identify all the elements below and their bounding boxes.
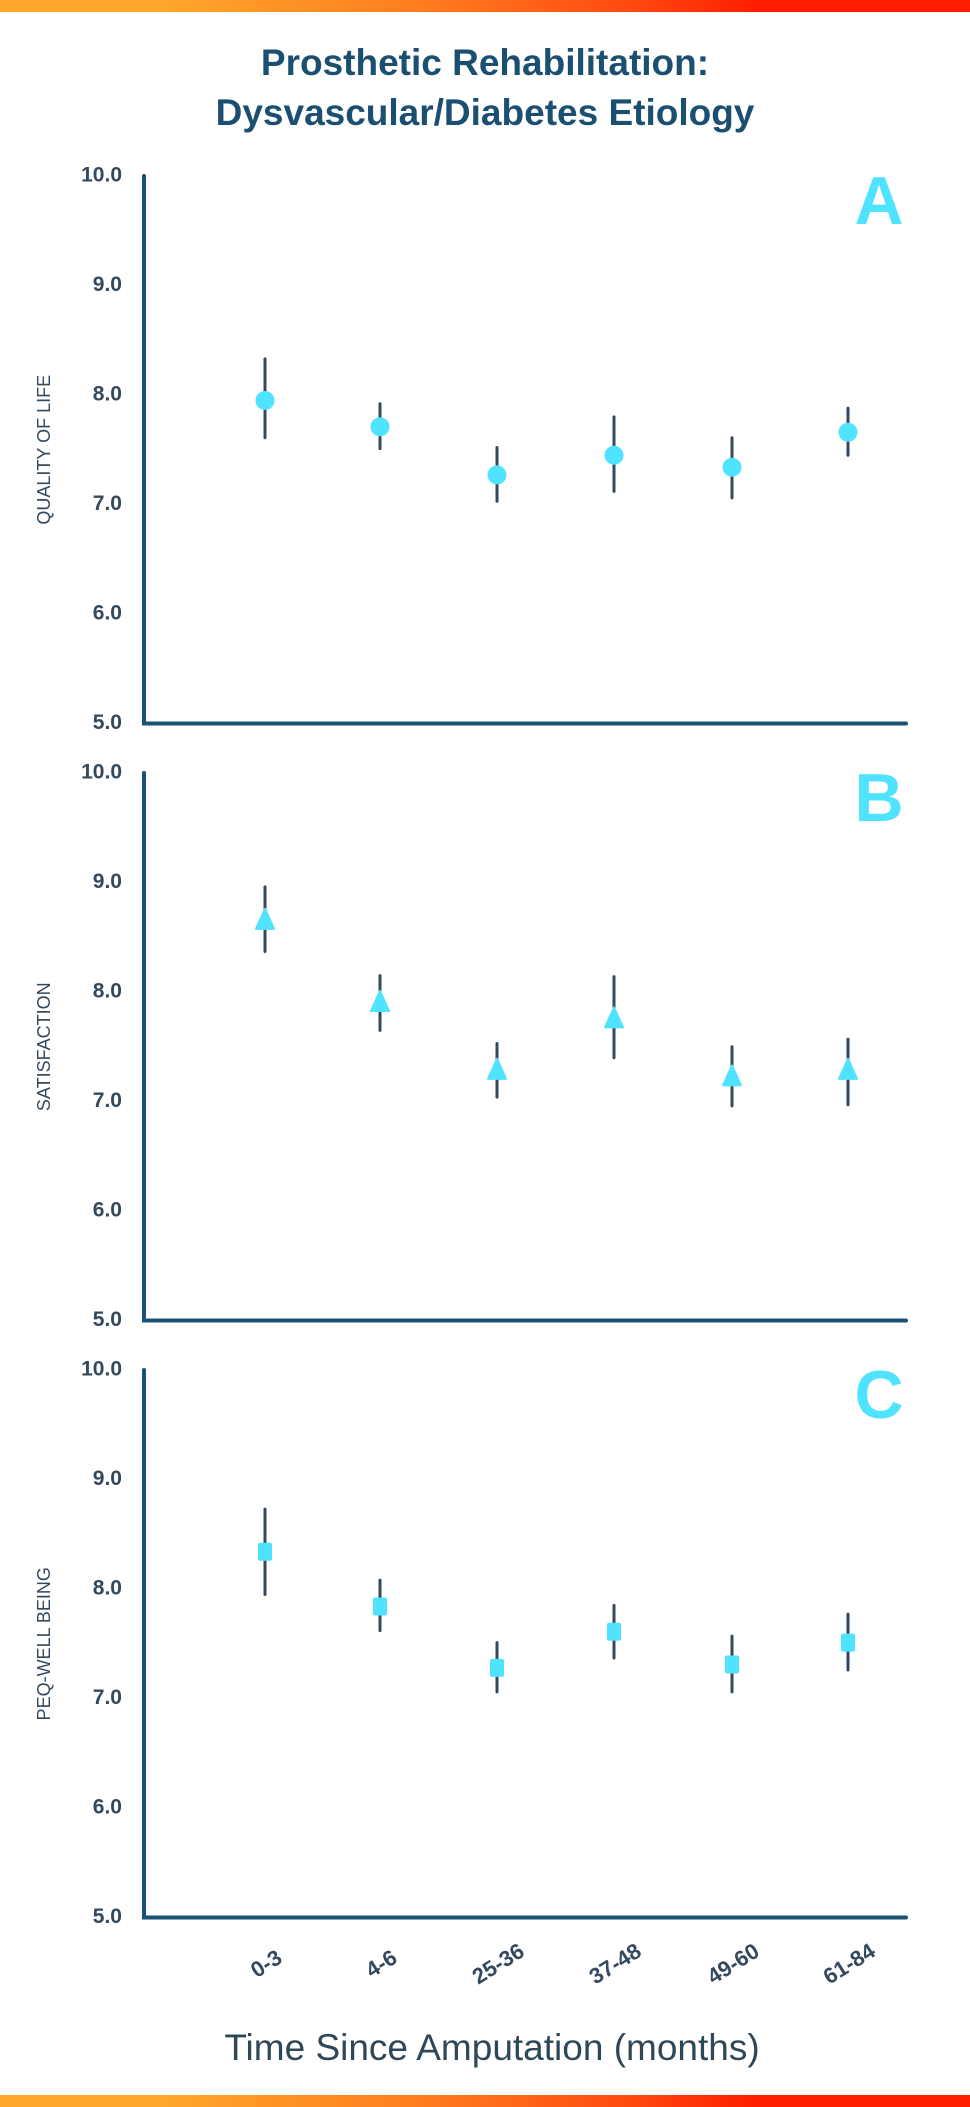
data-point bbox=[722, 436, 742, 500]
bottom-gradient-bar bbox=[0, 2095, 970, 2107]
y-tick-label: 6.0 bbox=[93, 602, 122, 625]
square-marker bbox=[725, 1655, 739, 1674]
top-gradient-bar bbox=[0, 0, 970, 12]
y-tick-label: 5.0 bbox=[93, 1308, 122, 1331]
data-point bbox=[370, 974, 390, 1032]
circle-marker bbox=[487, 465, 507, 485]
square-marker bbox=[841, 1633, 855, 1652]
data-point bbox=[604, 975, 624, 1060]
square-marker bbox=[607, 1622, 621, 1641]
axis-lines bbox=[142, 771, 908, 1323]
chart-title: Prosthetic Rehabilitation: Dysvascular/D… bbox=[0, 38, 970, 138]
data-point bbox=[487, 446, 507, 503]
x-tick-label: 0-3 bbox=[246, 1945, 286, 1983]
data-point bbox=[490, 1641, 504, 1694]
y-tick-label: 8.0 bbox=[93, 383, 122, 406]
square-marker bbox=[258, 1542, 272, 1561]
y-axis-label: QUALITY OF LIFE bbox=[34, 375, 54, 525]
data-point bbox=[487, 1041, 507, 1099]
data-point bbox=[725, 1634, 739, 1694]
square-marker bbox=[490, 1658, 504, 1677]
data-point bbox=[258, 1507, 272, 1596]
data-point bbox=[604, 415, 624, 493]
panel-letter: B bbox=[854, 760, 903, 836]
y-tick-label: 8.0 bbox=[93, 1577, 122, 1600]
y-tick-label: 5.0 bbox=[93, 711, 122, 734]
chart-title-line-1: Prosthetic Rehabilitation: bbox=[260, 42, 710, 83]
panel-c: PEQ-WELL BEING 5.0 6.0 7.0 8.0 9.0 10.0 C bbox=[34, 1357, 908, 1928]
x-tick-label: 37-48 bbox=[585, 1938, 646, 1989]
data-point bbox=[722, 1045, 742, 1108]
x-tick-label: 61-84 bbox=[819, 1938, 881, 1989]
y-tick-label: 7.0 bbox=[93, 1089, 122, 1112]
y-tick-label: 10.0 bbox=[81, 164, 122, 187]
y-tick-label: 7.0 bbox=[93, 492, 122, 515]
circle-marker bbox=[604, 445, 624, 465]
y-tick-label: 6.0 bbox=[93, 1796, 122, 1819]
triangle-marker bbox=[370, 989, 390, 1012]
circle-marker bbox=[838, 422, 858, 442]
data-point bbox=[607, 1603, 621, 1660]
y-tick-label: 6.0 bbox=[93, 1199, 122, 1222]
circle-marker bbox=[370, 417, 390, 437]
data-point bbox=[373, 1578, 387, 1633]
x-tick-label: 25-36 bbox=[468, 1938, 529, 1989]
triangle-marker bbox=[722, 1064, 742, 1087]
x-tick-label: 4-6 bbox=[361, 1945, 401, 1983]
data-point bbox=[838, 406, 858, 457]
data-point bbox=[255, 885, 275, 953]
triangle-marker bbox=[255, 907, 275, 930]
axis-lines bbox=[142, 1368, 908, 1920]
y-tick-label: 9.0 bbox=[93, 870, 122, 893]
axis-lines bbox=[142, 174, 908, 726]
y-tick-label: 8.0 bbox=[93, 980, 122, 1003]
y-axis-label: SATISFACTION bbox=[34, 982, 54, 1111]
data-point bbox=[841, 1612, 855, 1672]
y-tick-label: 9.0 bbox=[93, 1467, 122, 1490]
circle-marker bbox=[255, 390, 275, 410]
x-tick-label: 49-60 bbox=[703, 1938, 764, 1989]
panel-letter: A bbox=[854, 163, 903, 239]
data-point bbox=[255, 357, 275, 440]
y-tick-label: 7.0 bbox=[93, 1686, 122, 1709]
triangle-marker bbox=[604, 1006, 624, 1029]
y-tick-label: 10.0 bbox=[81, 761, 122, 784]
y-tick-label: 9.0 bbox=[93, 273, 122, 296]
y-axis-label: PEQ-WELL BEING bbox=[34, 1567, 54, 1720]
panel-a: QUALITY OF LIFE 5.0 6.0 7.0 8.0 9.0 10.0 A bbox=[34, 163, 908, 734]
y-tick-label: 10.0 bbox=[81, 1358, 122, 1381]
circle-marker bbox=[722, 457, 742, 477]
y-tick-label: 5.0 bbox=[93, 1905, 122, 1928]
triangle-marker bbox=[838, 1057, 858, 1080]
x-axis-title: Time Since Amputation (months) bbox=[224, 2027, 760, 2068]
panel-letter: C bbox=[854, 1357, 903, 1433]
panel-b: SATISFACTION 5.0 6.0 7.0 8.0 9.0 10.0 B bbox=[34, 760, 908, 1331]
square-marker bbox=[373, 1597, 387, 1616]
chart-title-line-2: Dysvascular/Diabetes Etiology bbox=[215, 92, 755, 133]
data-point bbox=[370, 402, 390, 451]
data-point bbox=[838, 1037, 858, 1107]
triangle-marker bbox=[487, 1057, 507, 1080]
